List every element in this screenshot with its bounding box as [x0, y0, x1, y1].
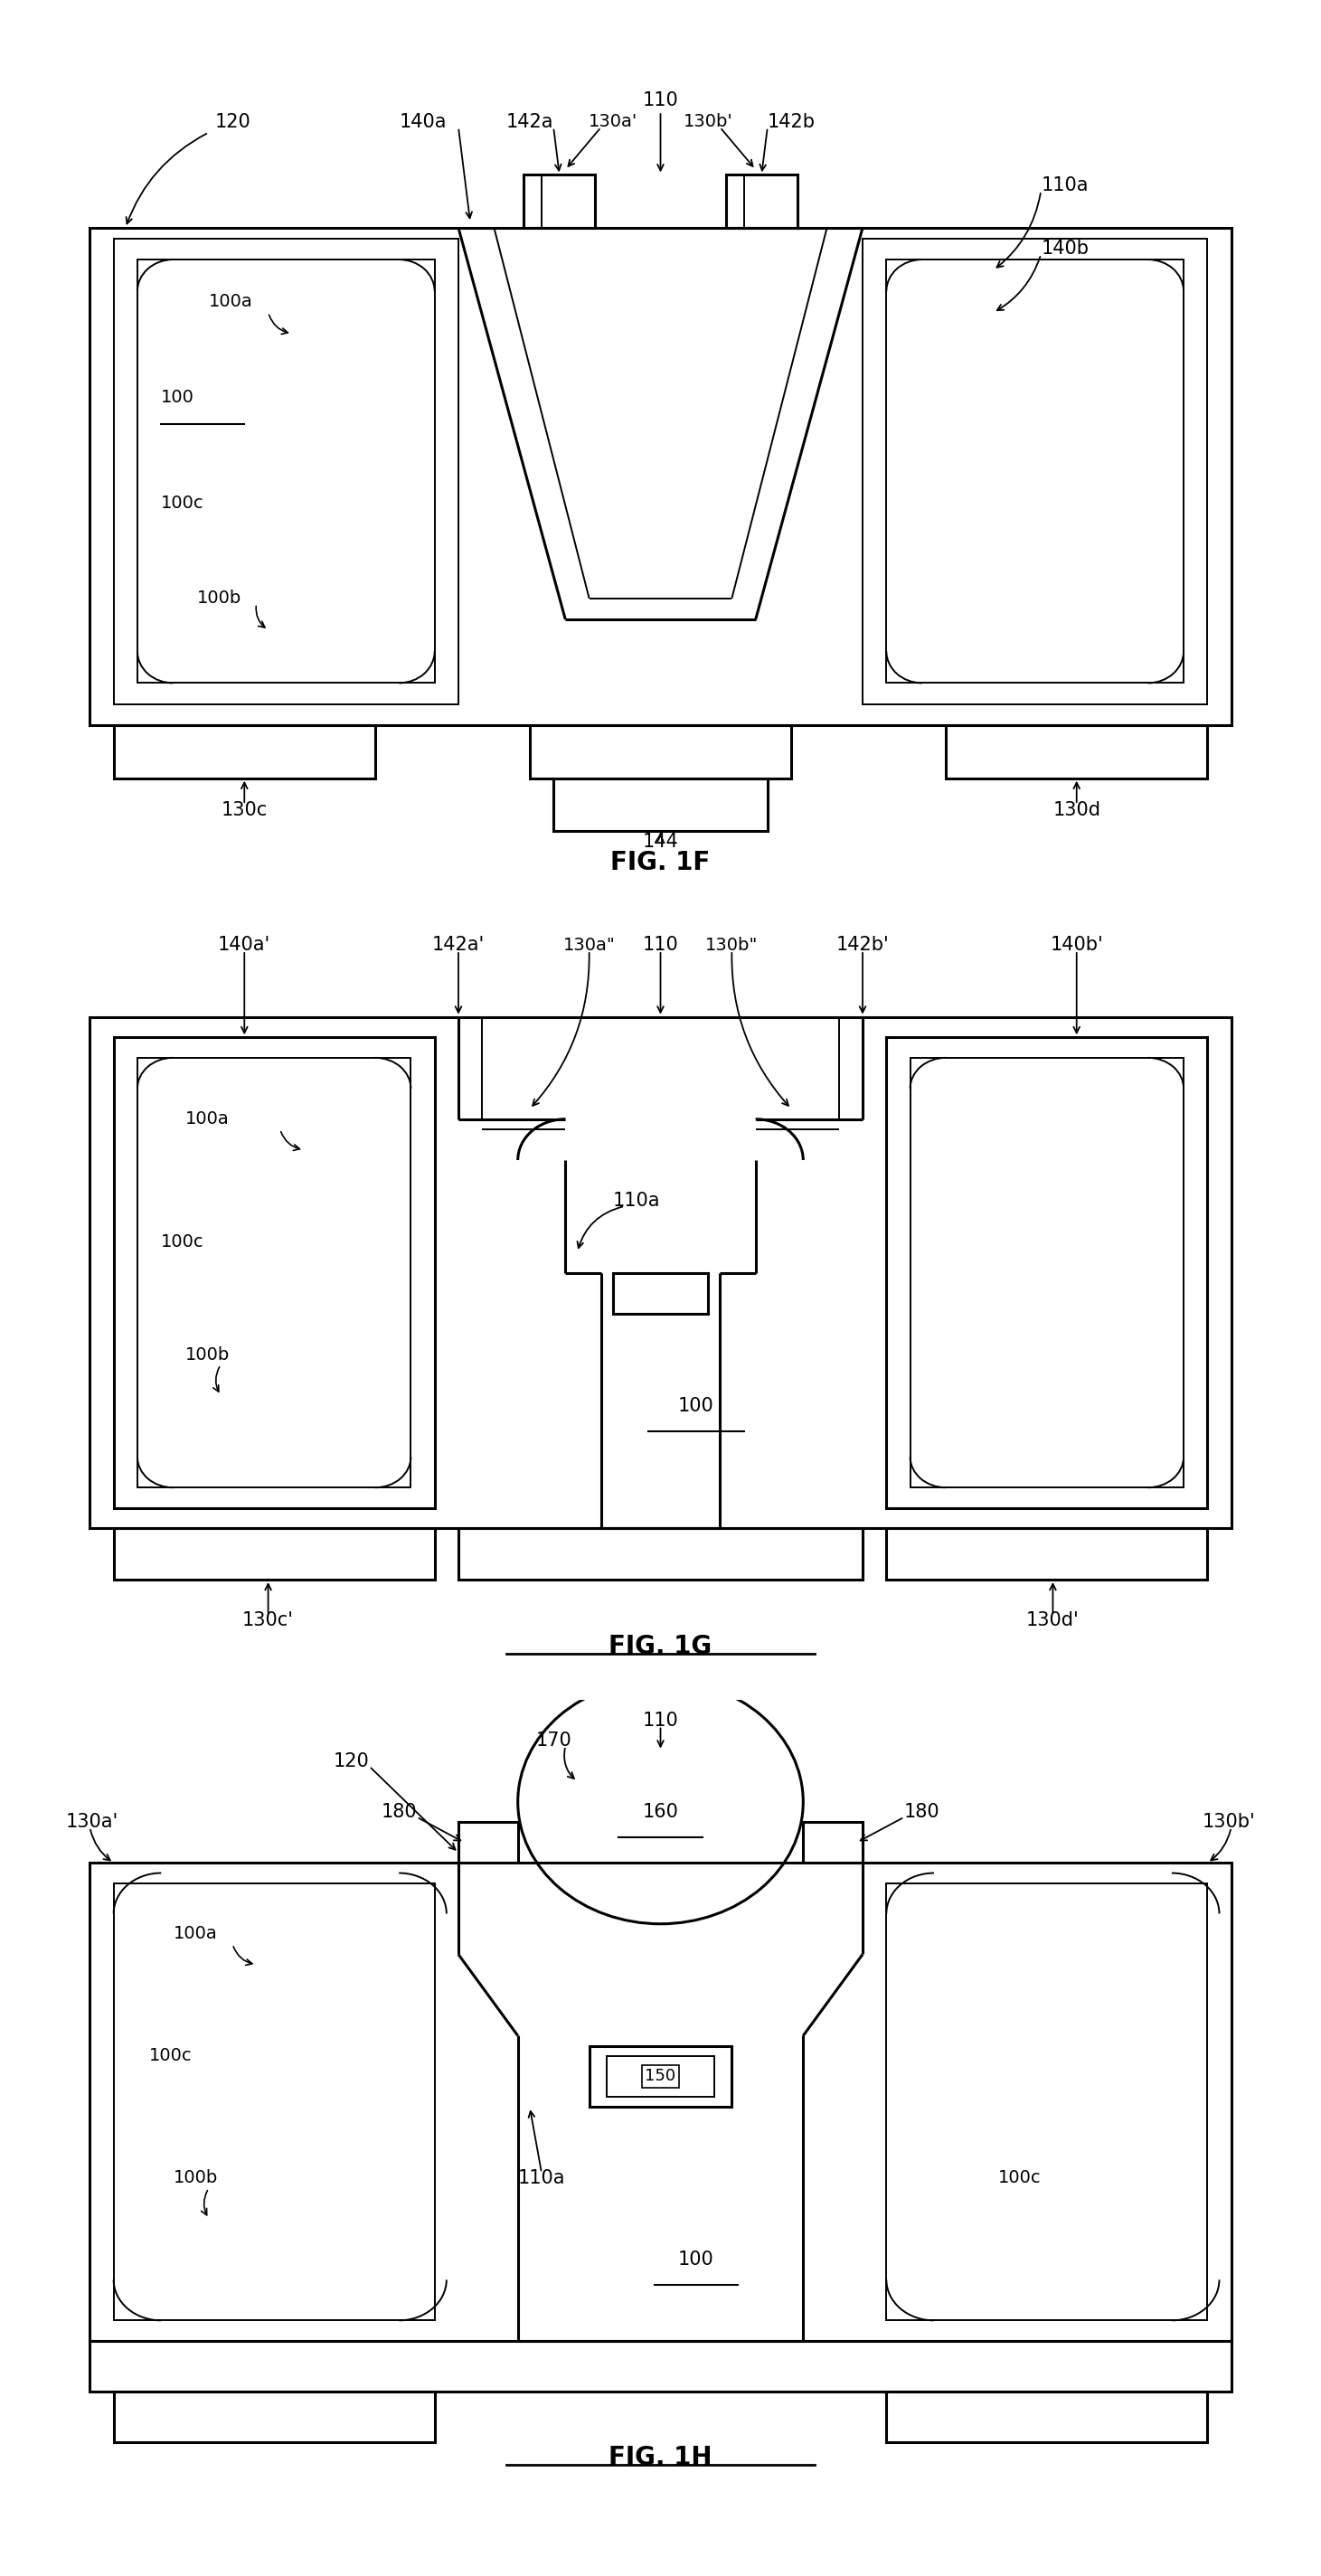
Text: 142a: 142a: [506, 113, 553, 131]
Text: 130d: 130d: [1053, 801, 1100, 819]
Text: 130a': 130a': [66, 1814, 119, 1832]
Bar: [114, 1038, 435, 1507]
Bar: [613, 1273, 708, 1314]
Bar: [523, 175, 594, 227]
Bar: [114, 726, 375, 778]
Bar: [458, 1821, 518, 1862]
Bar: [137, 1059, 411, 1486]
Text: 100b: 100b: [197, 590, 242, 608]
Bar: [90, 227, 1231, 726]
Text: 140b': 140b': [1050, 935, 1103, 953]
Text: 120: 120: [333, 1752, 370, 1770]
Bar: [886, 1038, 1207, 1507]
Text: 110a: 110a: [518, 2169, 565, 2187]
Bar: [727, 175, 798, 227]
Text: 110: 110: [642, 1710, 679, 1728]
Text: 100: 100: [678, 1396, 715, 1414]
Text: 160: 160: [642, 1803, 679, 1821]
Text: 130b": 130b": [705, 938, 758, 953]
Text: 130d': 130d': [1026, 1613, 1079, 1631]
Text: 100c: 100c: [997, 2169, 1041, 2187]
Text: 110: 110: [642, 93, 679, 111]
Bar: [90, 1862, 1231, 2342]
Text: 150: 150: [645, 2069, 676, 2084]
Text: 100c: 100c: [161, 495, 205, 513]
Text: 140b: 140b: [1041, 240, 1089, 258]
Bar: [114, 2391, 435, 2442]
Text: 130a': 130a': [588, 113, 638, 131]
Text: 100b: 100b: [173, 2169, 218, 2187]
Bar: [137, 260, 435, 683]
Bar: [114, 1883, 435, 2321]
Bar: [886, 1883, 1207, 2321]
Text: 130b': 130b': [683, 113, 733, 131]
Text: 110a: 110a: [613, 1193, 660, 1211]
Text: 142a': 142a': [432, 935, 485, 953]
Bar: [803, 1821, 863, 1862]
Bar: [553, 778, 768, 832]
Text: 100a: 100a: [173, 1924, 217, 1942]
Bar: [530, 726, 791, 778]
Bar: [886, 2391, 1207, 2442]
Bar: [458, 1528, 863, 1579]
Bar: [886, 1528, 1207, 1579]
Text: 180: 180: [380, 1803, 417, 1821]
Text: 140a': 140a': [218, 935, 271, 953]
Text: 110: 110: [642, 935, 679, 953]
Text: FIG. 1H: FIG. 1H: [609, 2445, 712, 2470]
Text: 100a: 100a: [209, 294, 252, 312]
Text: 130c': 130c': [242, 1613, 295, 1631]
Bar: [114, 1528, 435, 1579]
Text: 100b: 100b: [185, 1345, 230, 1363]
Text: 130c: 130c: [221, 801, 268, 819]
Bar: [946, 726, 1207, 778]
Bar: [90, 1018, 1231, 1528]
Text: 180: 180: [904, 1803, 941, 1821]
Text: FIG. 1G: FIG. 1G: [609, 1633, 712, 1659]
Text: 120: 120: [214, 113, 251, 131]
Text: 110a: 110a: [1041, 175, 1089, 193]
Text: 142b: 142b: [768, 113, 815, 131]
Text: 100: 100: [678, 2251, 715, 2269]
Bar: [589, 2045, 732, 2107]
Text: 100: 100: [161, 389, 194, 407]
Bar: [608, 2056, 713, 2097]
Bar: [114, 240, 458, 703]
Text: 100c: 100c: [161, 1234, 205, 1249]
Text: 144: 144: [642, 832, 679, 850]
Text: 100c: 100c: [149, 2048, 193, 2063]
Bar: [863, 240, 1207, 703]
Bar: [910, 1059, 1184, 1486]
Text: 170: 170: [535, 1731, 572, 1749]
Text: 130a": 130a": [563, 938, 616, 953]
Text: 142b': 142b': [836, 935, 889, 953]
Text: 140a: 140a: [399, 113, 446, 131]
Text: 130b': 130b': [1202, 1814, 1255, 1832]
Bar: [886, 260, 1184, 683]
Text: 100a: 100a: [185, 1110, 229, 1128]
Text: FIG. 1F: FIG. 1F: [610, 850, 711, 876]
Bar: [90, 2342, 1231, 2391]
